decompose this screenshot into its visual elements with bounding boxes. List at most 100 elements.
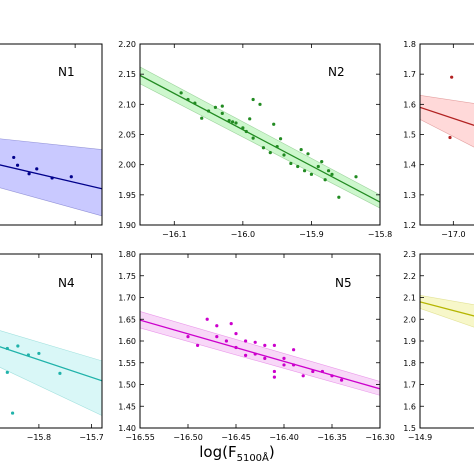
data-point — [205, 317, 209, 321]
data-point — [450, 75, 454, 79]
data-point — [35, 167, 39, 171]
panel-1: N1 — [0, 43, 103, 226]
data-point — [234, 121, 238, 125]
x-axis-label-subscript: 5100Å — [237, 451, 269, 464]
panel-5: 1.40 1.45 1.50 1.55 1.60 1.65 1.70 1.75 1.80 −16.… — [118, 250, 395, 442]
data-point — [292, 348, 296, 352]
data-point — [258, 102, 262, 106]
data-point — [330, 172, 334, 176]
x-tick-label: −16.0 — [231, 230, 256, 239]
y-tick-label: 1.6 — [403, 402, 416, 411]
y-tick-label: 1.6 — [403, 100, 416, 109]
y-tick-label: 1.80 — [118, 250, 136, 259]
data-point — [244, 129, 248, 134]
data-point — [220, 104, 224, 108]
y-tick-label: 2.10 — [118, 100, 136, 109]
data-point — [15, 163, 20, 167]
panel-6: 1.51.61.71.81.92.02.12.22.3−14.9−14.8 — [403, 250, 474, 442]
data-point — [5, 346, 9, 351]
x-tick-label: −17.0 — [441, 230, 466, 239]
plot-frame — [419, 253, 474, 429]
data-point — [263, 356, 267, 360]
data-point — [251, 97, 255, 102]
data-point — [220, 111, 224, 115]
y-tick-label: 1.70 — [118, 294, 136, 303]
x-axis-label-main: log(F — [199, 443, 236, 461]
regression-line — [140, 74, 380, 203]
data-point — [241, 126, 245, 130]
data-point — [248, 117, 252, 121]
data-point — [323, 178, 327, 182]
data-point — [330, 374, 334, 378]
data-point — [340, 378, 344, 382]
x-tick-label: −16.40 — [269, 433, 299, 442]
data-point — [193, 101, 197, 105]
data-point — [263, 343, 267, 347]
data-point — [275, 144, 279, 149]
panel-label: N2 — [328, 65, 345, 79]
data-point — [244, 353, 248, 357]
confidence-band — [420, 94, 474, 148]
data-point — [272, 369, 276, 374]
regression-line — [0, 346, 102, 382]
data-point — [261, 146, 266, 150]
data-point — [16, 344, 20, 348]
x-tick-label: −14.9 — [408, 433, 433, 442]
confidence-band — [420, 295, 474, 328]
x-axis-label: log(F5100Å) — [199, 443, 275, 464]
y-tick-label: 1.95 — [118, 191, 136, 200]
data-point — [12, 155, 16, 160]
y-tick-label: 2.20 — [118, 40, 136, 49]
data-point — [234, 332, 238, 336]
y-tick-label: 1.9 — [403, 337, 416, 346]
y-tick-label: 2.0 — [403, 315, 416, 324]
x-tick-label: −16.35 — [317, 433, 347, 442]
data-point — [278, 137, 283, 141]
data-point — [337, 195, 341, 199]
regression-line — [140, 319, 380, 390]
data-point — [320, 369, 324, 374]
x-tick-label: −15.8 — [27, 433, 52, 442]
regression-line — [420, 301, 474, 317]
y-tick-label: 1.3 — [403, 191, 416, 200]
data-point — [253, 340, 257, 344]
data-point — [296, 164, 300, 169]
y-tick-label: 2.05 — [118, 131, 136, 140]
data-point — [5, 370, 9, 374]
y-tick-label: 1.40 — [118, 424, 136, 433]
data-point — [224, 339, 228, 343]
data-point — [213, 105, 218, 109]
y-tick-label: 2.00 — [118, 161, 136, 170]
y-tick-label: 1.8 — [403, 359, 416, 368]
data-point — [316, 164, 320, 169]
panel-label: N1 — [58, 65, 75, 79]
data-point — [311, 369, 315, 374]
data-point — [272, 375, 276, 379]
data-point — [282, 363, 286, 367]
data-point — [69, 175, 73, 179]
data-point — [58, 371, 62, 375]
y-tick-label: 1.7 — [403, 381, 416, 390]
y-tick-label: 1.90 — [118, 221, 136, 230]
data-point — [289, 161, 293, 166]
x-tick-label: −16.45 — [221, 433, 251, 442]
confidence-band — [0, 330, 102, 416]
x-tick-label: −16.1 — [162, 230, 187, 239]
data-point — [272, 122, 276, 126]
panel-4: −15.8 −15.7 N4 — [0, 253, 104, 442]
y-tick-label: 1.75 — [118, 272, 136, 281]
data-point — [244, 339, 248, 343]
data-point — [26, 353, 30, 357]
y-tick-label: 1.60 — [118, 337, 136, 346]
data-point — [230, 120, 235, 124]
x-tick-label: −16.30 — [365, 433, 395, 442]
data-point — [282, 153, 286, 157]
y-tick-label: 1.55 — [118, 359, 136, 368]
regression-line — [0, 164, 102, 190]
data-point — [272, 343, 276, 347]
x-tick-label: −15.8 — [368, 230, 393, 239]
data-point — [37, 351, 41, 356]
confidence-band — [140, 66, 380, 209]
y-tick-label: 1.5 — [403, 131, 416, 140]
data-point — [229, 322, 233, 326]
